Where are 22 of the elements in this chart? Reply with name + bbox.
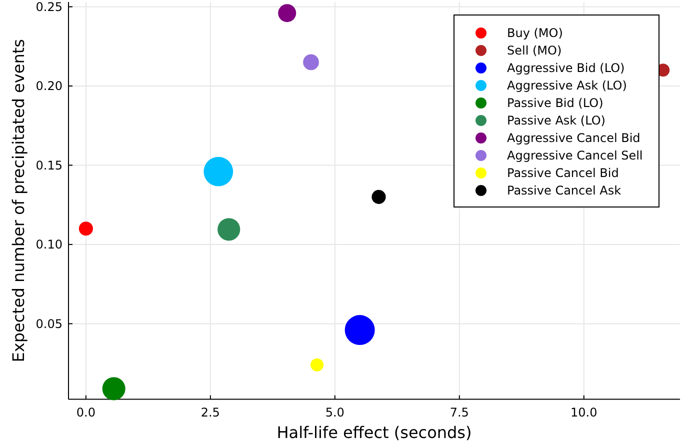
y-tick-label: 0.20: [36, 79, 62, 94]
legend-label: Passive Bid (LO): [507, 96, 604, 110]
legend-label: Sell (MO): [507, 44, 562, 58]
x-axis-title: Half-life effect (seconds): [276, 423, 472, 442]
legend-label: Aggressive Cancel Sell: [507, 148, 643, 163]
legend-label: Buy (MO): [507, 26, 563, 40]
y-tick-label: 0.10: [36, 238, 62, 252]
y-tick-label: 0.15: [36, 158, 62, 172]
legend-label: Aggressive Ask (LO): [507, 78, 627, 93]
x-tick-label: 10.0: [570, 405, 598, 420]
x-tick-label: 0.0: [76, 405, 96, 420]
legend-label: Passive Cancel Ask: [507, 184, 622, 198]
legend-label: Aggressive Bid (LO): [507, 61, 625, 76]
legend-label: Passive Ask (LO): [507, 114, 606, 128]
x-tick-label: 7.5: [450, 405, 469, 420]
x-tick-label: 2.5: [200, 405, 220, 420]
y-tick-label: 0.25: [36, 0, 62, 14]
legend-label: Aggressive Cancel Bid: [507, 131, 640, 146]
legend-label: Passive Cancel Bid: [507, 166, 619, 180]
y-tick-label: 0.05: [36, 316, 62, 331]
y-axis-title: Expected number of precipitated events: [9, 39, 28, 362]
x-tick-label: 5.0: [325, 405, 344, 420]
